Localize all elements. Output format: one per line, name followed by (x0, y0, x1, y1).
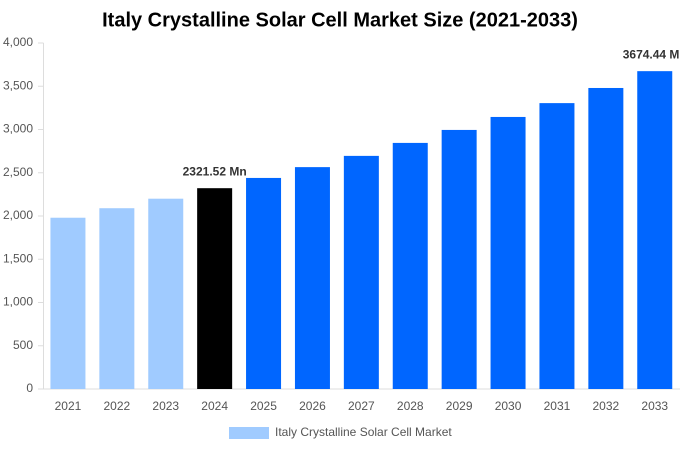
bar (246, 177, 282, 389)
y-tick-label: 4,000 (3, 35, 33, 49)
bar (588, 87, 624, 389)
y-tick-label: 3,500 (3, 78, 33, 92)
y-tick-label: 500 (13, 338, 33, 352)
bar (197, 188, 233, 389)
data-label: 2321.52 Mn (183, 164, 247, 178)
x-tick-label: 2025 (250, 399, 277, 413)
bar (441, 129, 477, 389)
bar (392, 142, 428, 389)
x-tick-label: 2033 (641, 399, 668, 413)
legend-label: Italy Crystalline Solar Cell Market (275, 425, 452, 439)
x-tick-label: 2027 (348, 399, 375, 413)
x-tick-label: 2023 (152, 399, 179, 413)
bar (343, 155, 379, 389)
x-tick-label: 2031 (544, 399, 571, 413)
x-tick-label: 2030 (495, 399, 522, 413)
x-tick-label: 2022 (103, 399, 130, 413)
data-label: 3674.44 Mn (623, 47, 680, 61)
y-tick-label: 1,000 (3, 295, 33, 309)
y-tick-label: 1,500 (3, 251, 33, 265)
y-tick-label: 2,000 (3, 208, 33, 222)
bar (50, 217, 86, 389)
bar (294, 167, 330, 389)
y-tick-label: 0 (26, 381, 33, 395)
bar (539, 103, 575, 390)
x-tick-label: 2024 (201, 399, 228, 413)
bar (148, 198, 184, 389)
x-tick-label: 2029 (446, 399, 473, 413)
x-tick-label: 2028 (397, 399, 424, 413)
chart-title: Italy Crystalline Solar Cell Market Size… (102, 9, 578, 31)
x-tick-label: 2032 (592, 399, 619, 413)
y-tick-label: 2,500 (3, 165, 33, 179)
x-tick-label: 2026 (299, 399, 326, 413)
bar (490, 116, 526, 390)
y-tick-label: 3,000 (3, 122, 33, 136)
legend-swatch (229, 427, 269, 439)
bar (99, 208, 135, 389)
bar (637, 71, 673, 389)
x-tick-label: 2021 (55, 399, 82, 413)
